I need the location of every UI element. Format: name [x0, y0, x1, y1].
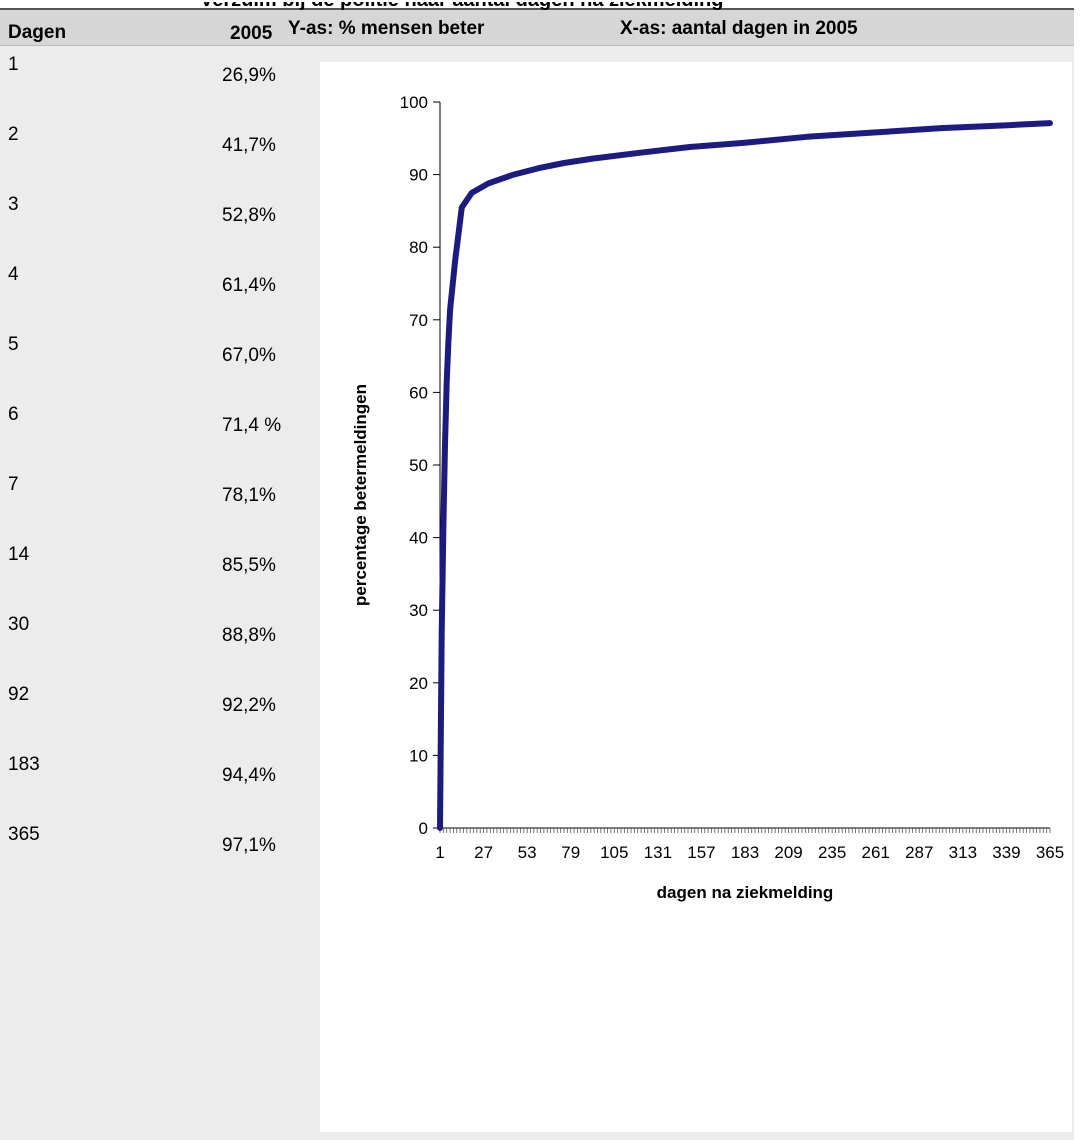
chart-svg: 0 10 20 30 40 50 60 70 80 90 100 1 27 53 79 105 131 157 18… [351, 93, 1064, 902]
series-line [437, 120, 1053, 831]
table-row-value: 85,5% [222, 555, 276, 576]
table-row-value: 92,2% [222, 695, 276, 716]
table-row-value: 94,4% [222, 765, 276, 786]
y-tick-label: 100 [400, 93, 428, 112]
x-tick-label: 105 [600, 843, 628, 862]
column-header-year: 2005 [230, 23, 273, 44]
x-tick-label: 157 [687, 843, 715, 862]
x-axis-title: dagen na ziekmelding [657, 883, 834, 902]
table-row-day: 7 [8, 474, 19, 495]
x-axis-note: X-as: aantal dagen in 2005 [620, 18, 858, 39]
table-row-value: 26,9% [222, 65, 276, 86]
table-row-day: 2 [8, 124, 19, 145]
table-row-value: 71,4 % [222, 415, 282, 436]
table-row-day: 6 [8, 404, 19, 425]
x-tick-label: 1 [435, 843, 444, 862]
table-row-value: 67,0% [222, 345, 276, 366]
x-tick-label: 209 [774, 843, 802, 862]
header-band: Verzuim bij de politie naar aantal dagen… [0, 2, 1074, 46]
y-tick-label: 30 [409, 601, 428, 620]
table-row-value: 61,4% [222, 275, 276, 296]
table-row-day: 1 [8, 54, 19, 75]
x-tick-label: 365 [1036, 843, 1064, 862]
x-tick-label: 79 [561, 843, 580, 862]
y-tick-label: 50 [409, 456, 428, 475]
table-row-value: 88,8% [222, 625, 276, 646]
y-axis-note: Y-as: % mensen beter [288, 18, 485, 39]
table-row-day: 92 [8, 684, 30, 705]
x-tick-label: 27 [474, 843, 493, 862]
table-row-day: 30 [8, 614, 30, 635]
x-tick-label: 183 [731, 843, 759, 862]
x-tick-label: 131 [644, 843, 672, 862]
table-row-day: 3 [8, 194, 19, 215]
y-tick-label: 90 [409, 166, 428, 185]
y-tick-label: 70 [409, 311, 428, 330]
x-tick-label: 313 [949, 843, 977, 862]
y-tick-label: 80 [409, 238, 428, 257]
table-row-day: 14 [8, 544, 30, 565]
table-row-value: 97,1% [222, 835, 276, 856]
y-tick-label: 20 [409, 674, 428, 693]
y-tick-label: 0 [419, 819, 428, 838]
y-tick-label: 40 [409, 529, 428, 548]
column-header-days: Dagen [8, 22, 67, 43]
table-row-day: 183 [8, 754, 40, 775]
table-row-day: 365 [8, 824, 40, 845]
y-axis-title: percentage betermeldingen [351, 384, 370, 606]
table-row-value: 52,8% [222, 205, 276, 226]
y-tick-label: 10 [409, 746, 428, 765]
table-row-value: 78,1% [222, 485, 276, 506]
y-tick-label: 60 [409, 383, 428, 402]
x-tick-label: 287 [905, 843, 933, 862]
x-tick-label: 339 [992, 843, 1020, 862]
x-tick-label: 235 [818, 843, 846, 862]
table-row-value: 41,7% [222, 135, 276, 156]
x-tick-label: 261 [862, 843, 890, 862]
cropped-title: Verzuim bij de politie naar aantal dagen… [200, 2, 1060, 12]
chart-area: 0 10 20 30 40 50 60 70 80 90 100 1 27 53 79 105 131 157 18… [320, 62, 1072, 1132]
table-row-day: 4 [8, 264, 19, 285]
x-tick-label: 53 [518, 843, 537, 862]
table-row-day: 5 [8, 334, 19, 355]
